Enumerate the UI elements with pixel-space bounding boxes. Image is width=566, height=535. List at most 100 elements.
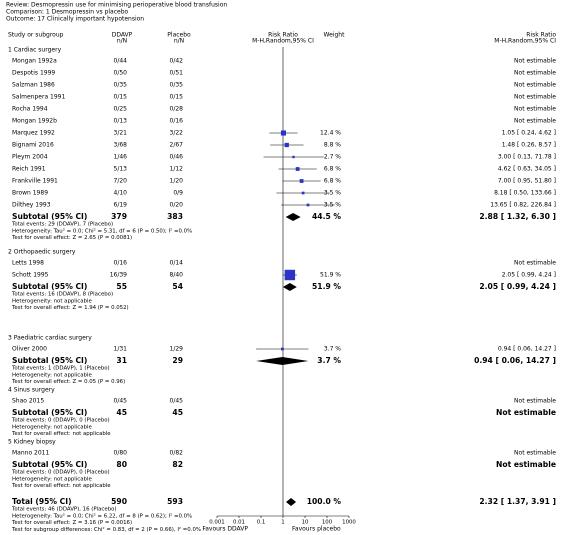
study-name: Letts 1998	[12, 260, 44, 267]
footnote: Heterogeneity: Tau² = 0.0; Chi² = 5.31, …	[12, 227, 192, 234]
weight: 2.7 %	[324, 154, 341, 161]
col-effect-sub: M-H,Random,95% CI	[494, 38, 556, 45]
treatment-events: 5/13	[114, 166, 128, 173]
effect: Not estimable	[514, 94, 556, 101]
study-name: Rocha 1994	[12, 106, 48, 113]
effect: Not estimable	[514, 118, 556, 125]
col-weight: Weight	[324, 32, 346, 39]
treatment-events: 1/46	[114, 154, 128, 161]
control-events: 0/15	[170, 94, 184, 101]
weight: 3.7 %	[324, 346, 341, 353]
control-events: 0/51	[170, 70, 184, 77]
col-plot: Risk Ratio	[268, 32, 298, 39]
control-events: 2/67	[170, 142, 184, 149]
col-plot-sub: M-H,Random,95% CI	[252, 38, 314, 45]
treatment-events: 0/44	[114, 58, 128, 65]
effect: 13.65 [ 0.82, 226.84 ]	[490, 202, 556, 209]
study-name: Shao 2015	[12, 398, 44, 405]
treatment-events: 16/39	[110, 272, 127, 279]
comparison: Comparison: 1 Desmopressin vs placebo	[6, 9, 129, 16]
footnote: Total events: 29 (DDAVP), 7 (Placebo)	[11, 222, 113, 228]
study-name: Despotis 1999	[12, 70, 55, 77]
effect: Not estimable	[514, 260, 556, 267]
summary-weight: 3.7 %	[317, 356, 341, 365]
summary-label: Subtotal (95% CI)	[12, 356, 87, 365]
treatment-events: 0/16	[114, 260, 128, 267]
footnote: Heterogeneity: not applicable	[12, 372, 92, 378]
outcome: Outcome: 17 Clinically important hypoten…	[6, 16, 144, 23]
summary-treatment-n: 590	[111, 497, 127, 506]
weight: 6.8 %	[324, 166, 341, 173]
favours-left: Favours DDAVP	[202, 526, 248, 533]
study-name: Dilthey 1993	[12, 202, 51, 209]
treatment-events: 3/68	[114, 142, 128, 149]
favours-right: Favours placebo	[292, 526, 341, 533]
footnote: Test for overall effect: Z = 1.94 (P = 0…	[11, 305, 129, 311]
footnote: Test for overall effect: not applicable	[11, 431, 111, 437]
group-name: 2 Orthopaedic surgery	[8, 249, 76, 256]
summary-control-n: 29	[172, 356, 183, 365]
x-tick-label: 0.01	[233, 520, 245, 526]
control-events: 3/22	[170, 130, 184, 137]
summary-diamond	[282, 283, 297, 291]
control-events: 8/40	[170, 272, 184, 279]
footnote: Heterogeneity: not applicable	[12, 424, 92, 430]
treatment-events: 0/13	[114, 118, 128, 125]
footnote: Test for overall effect: not applicable	[11, 483, 111, 489]
control-events: 0/14	[170, 260, 184, 267]
summary-effect: 2.05 [ 0.99, 4.24 ]	[479, 282, 556, 291]
study-name: Frankville 1991	[12, 178, 58, 185]
col-treatment-sub: n/N	[117, 38, 127, 45]
weight: 3.5 %	[324, 190, 341, 197]
control-events: 0/82	[170, 450, 184, 457]
control-events: 0/28	[170, 106, 184, 113]
group-name: 1 Cardiac surgery	[8, 47, 62, 54]
study-name: Mongan 1992a	[12, 58, 57, 65]
group-name: 3 Paediatric cardiac surgery	[8, 335, 92, 342]
group-name: 5 Kidney biopsy	[8, 439, 56, 446]
group-name: 4 Sinus surgery	[8, 387, 55, 394]
study-square	[280, 130, 287, 136]
summary-label: Subtotal (95% CI)	[12, 408, 87, 417]
treatment-events: 6/19	[114, 202, 128, 209]
summary-effect: Not estimable	[496, 460, 556, 469]
summary-treatment-n: 80	[116, 460, 127, 469]
effect: Not estimable	[514, 106, 556, 113]
footnote: Test for overall effect: Z = 3.16 (P = 0…	[11, 520, 132, 526]
study-square	[284, 142, 289, 148]
footnote: Heterogeneity: not applicable	[12, 298, 92, 304]
study-name: Pleym 2004	[12, 154, 48, 161]
summary-treatment-n: 31	[116, 356, 127, 365]
study-name: Marquez 1992	[12, 130, 55, 137]
col-effect: Risk Ratio	[526, 32, 556, 39]
effect: 1.05 [ 0.24, 4.62 ]	[502, 130, 556, 137]
effect: Not estimable	[514, 58, 556, 65]
effect: Not estimable	[514, 450, 556, 457]
control-events: 1/29	[170, 346, 184, 353]
summary-effect: Not estimable	[496, 408, 556, 417]
summary-control-n: 82	[172, 460, 183, 469]
study-name: Manno 2011	[12, 450, 49, 457]
treatment-events: 0/45	[114, 398, 128, 405]
study-name: Oliver 2000	[12, 346, 47, 353]
footnote: Heterogeneity: not applicable	[12, 476, 92, 482]
treatment-events: 7/20	[114, 178, 128, 185]
summary-effect: 2.32 [ 1.37, 3.91 ]	[479, 497, 556, 506]
effect: 8.18 [ 0.50, 133.66 ]	[494, 190, 556, 197]
footnote: Test for overall effect: Z = 0.05 (P = 0…	[11, 379, 125, 385]
study-square	[292, 155, 295, 159]
footnote: Total events: 46 (DDAVP), 16 (Placebo)	[11, 507, 117, 513]
footnote: Test for overall effect: Z = 2.65 (P = 0…	[11, 235, 132, 241]
weight: 6.8 %	[324, 178, 341, 185]
study-square	[284, 269, 296, 281]
footnote: Test for subgroup differences: Chi² = 0.…	[11, 526, 201, 533]
summary-control-n: 54	[172, 282, 183, 291]
control-events: 1/12	[170, 166, 184, 173]
summary-label: Subtotal (95% CI)	[12, 212, 87, 221]
weight: 12.4 %	[320, 130, 341, 137]
study-square	[299, 179, 304, 183]
control-events: 0/45	[170, 398, 184, 405]
treatment-events: 1/31	[114, 346, 128, 353]
study-square	[306, 203, 310, 207]
